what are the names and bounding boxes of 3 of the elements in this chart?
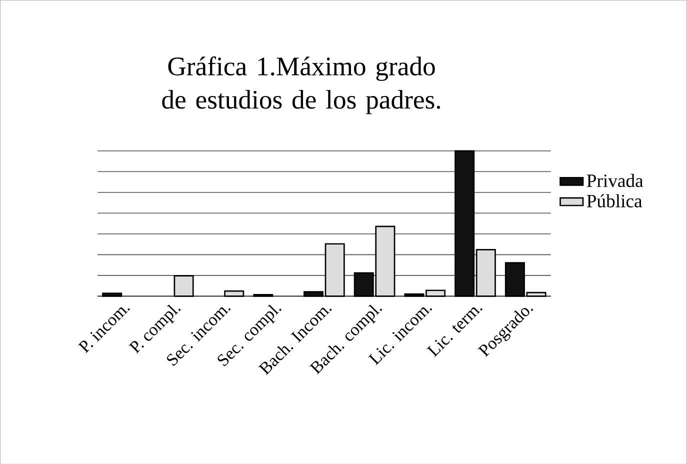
chart-title: Gráfica 1.Máximo grado de estudios de los padres. — [162, 56, 440, 114]
legend-label: Privada — [586, 174, 644, 187]
legend-label: Pública — [586, 194, 642, 208]
